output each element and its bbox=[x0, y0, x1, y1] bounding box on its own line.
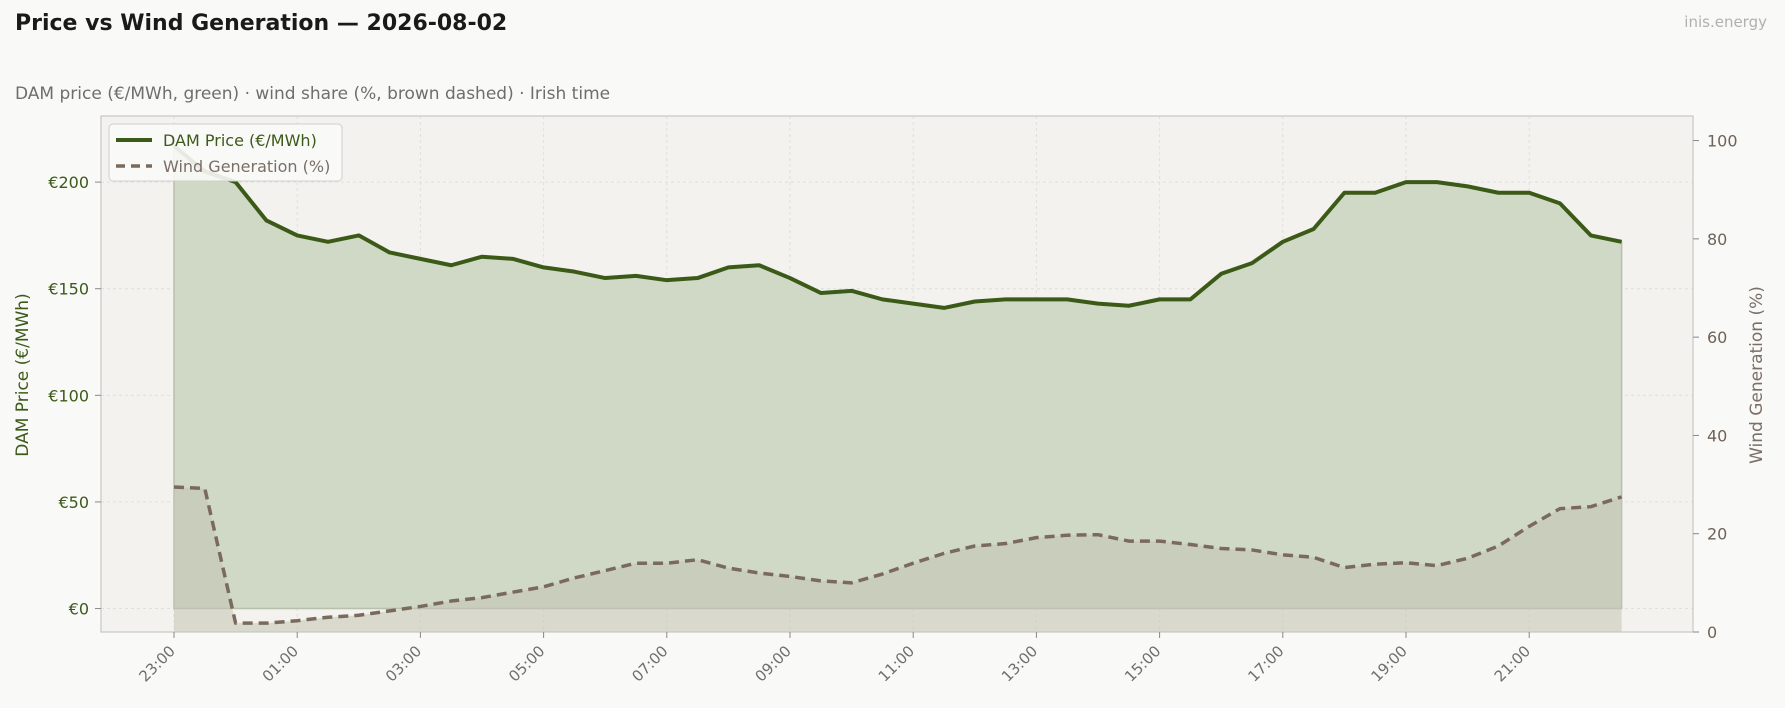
left-axis-ticks: €0 €50 €100 €150 €200 bbox=[48, 173, 101, 619]
x-tick-label: 01:00 bbox=[259, 642, 302, 685]
right-axis-title: Wind Generation (%) bbox=[1747, 286, 1767, 464]
legend-price-label: DAM Price (€/MWh) bbox=[163, 131, 317, 150]
x-tick-label: 09:00 bbox=[752, 642, 795, 685]
right-tick-label: 0 bbox=[1707, 623, 1717, 642]
chart-title: Price vs Wind Generation — 2026-08-02 bbox=[15, 11, 508, 36]
price-series-line bbox=[172, 144, 1623, 310]
x-tick-label: 05:00 bbox=[505, 642, 548, 685]
right-tick-label: 40 bbox=[1707, 426, 1727, 445]
x-tick-label: 21:00 bbox=[1491, 642, 1534, 685]
left-tick-label: €150 bbox=[48, 280, 89, 299]
left-tick-label: €0 bbox=[69, 600, 89, 619]
x-tick-label: 23:00 bbox=[136, 642, 179, 685]
right-tick-label: 100 bbox=[1707, 132, 1738, 151]
right-tick-label: 20 bbox=[1707, 525, 1727, 544]
x-tick-label: 19:00 bbox=[1368, 642, 1411, 685]
x-axis-ticks: 23:00 01:00 03:00 05:00 07:00 09:00 11:00 13:00… bbox=[136, 632, 1534, 685]
plot-frame bbox=[100, 115, 1694, 633]
right-tick-label: 60 bbox=[1707, 328, 1727, 347]
right-axis-ticks: 0 20 40 60 80 100 bbox=[1693, 132, 1738, 642]
legend: DAM Price (€/MWh) Wind Generation (%) bbox=[108, 123, 343, 182]
left-axis-title: DAM Price (€/MWh) bbox=[13, 293, 33, 456]
left-tick-label: €200 bbox=[48, 173, 89, 192]
x-tick-label: 15:00 bbox=[1121, 642, 1164, 685]
x-tick-label: 11:00 bbox=[875, 642, 918, 685]
chart-subtitle: DAM price (€/MWh, green) · wind share (%… bbox=[15, 84, 611, 104]
x-tick-label: 03:00 bbox=[382, 642, 425, 685]
wind-series-line bbox=[173, 485, 1623, 625]
wind-area-fill bbox=[174, 487, 1622, 632]
right-tick-label: 80 bbox=[1707, 230, 1727, 249]
x-tick-label: 07:00 bbox=[628, 642, 671, 685]
brand-label: inis.energy bbox=[1684, 13, 1767, 31]
left-tick-label: €100 bbox=[48, 386, 89, 405]
x-tick-label: 17:00 bbox=[1244, 642, 1287, 685]
x-tick-label: 13:00 bbox=[998, 642, 1041, 685]
left-tick-label: €50 bbox=[58, 493, 89, 512]
legend-wind-label: Wind Generation (%) bbox=[163, 157, 330, 176]
